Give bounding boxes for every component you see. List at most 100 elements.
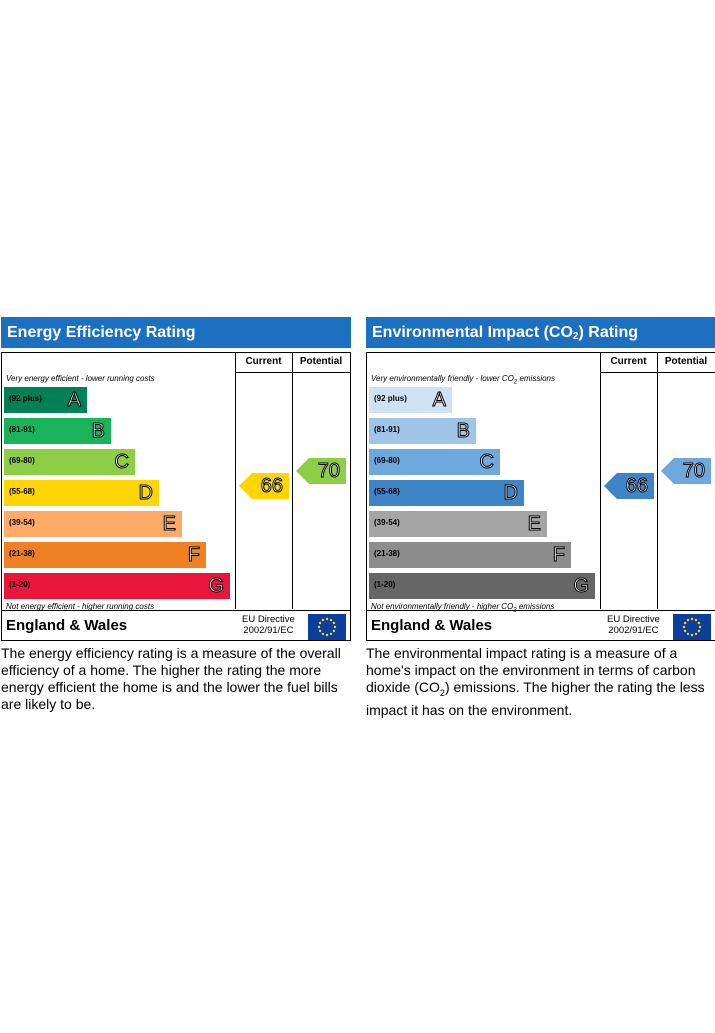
- environmental-impact-panel: Environmental Impact (CO2) Rating Curren…: [366, 317, 715, 719]
- current-rating-value: 66: [260, 475, 283, 498]
- band-letter: B: [456, 420, 470, 443]
- band-range: (55-68): [374, 487, 400, 496]
- band-range: (1-20): [374, 580, 396, 589]
- energy-efficiency-panel: Energy Efficiency Rating Current Potenti…: [1, 317, 351, 713]
- arrow-shape: [296, 458, 346, 484]
- eu-star: [317, 625, 321, 629]
- band-range: (1-20): [9, 580, 31, 589]
- eu-star: [694, 618, 698, 622]
- potential-rating-value: 70: [682, 460, 705, 483]
- bottom-note: Not environmentally friendly - higher CO…: [371, 602, 554, 614]
- energy-description: The energy efficiency rating is a measur…: [1, 645, 341, 712]
- top-note: Very environmentally friendly - lower CO…: [371, 374, 555, 386]
- directive-line-2: 2002/91/EC: [608, 625, 659, 636]
- band-letter: G: [208, 575, 225, 598]
- eu-star: [333, 625, 337, 629]
- eu-star: [690, 617, 694, 621]
- band-range: (92 plus): [374, 394, 407, 403]
- eu-star: [682, 625, 686, 629]
- band-letter: C: [479, 451, 494, 474]
- band-range: (92 plus): [9, 394, 42, 403]
- note-part: Very environmentally friendly - lower CO: [371, 374, 514, 383]
- eu-star: [332, 629, 336, 633]
- energy-panel-title: Energy Efficiency Rating: [1, 317, 351, 348]
- eu-star: [321, 618, 325, 622]
- eu-star: [332, 621, 336, 625]
- potential-column-header: Potential: [299, 356, 343, 367]
- top-note: Very energy efficient - lower running co…: [6, 374, 155, 383]
- band-e: (39-54) E: [4, 511, 182, 537]
- eu-star: [697, 629, 701, 633]
- band-range: (81-91): [374, 425, 400, 434]
- band-letter: A: [67, 389, 81, 412]
- arrow-shape: [604, 473, 654, 499]
- eu-star: [690, 633, 694, 637]
- note-subscript: 2: [513, 379, 518, 386]
- arrow-shape: [239, 473, 289, 499]
- eu-flag-icon: [673, 614, 711, 640]
- band-a: (92 plus) A: [369, 387, 452, 413]
- band-letter: F: [552, 544, 565, 567]
- eu-directive: EU Directive 2002/91/EC: [607, 614, 660, 636]
- description-part: The environmental impact rating is a mea…: [366, 645, 696, 695]
- directive-line-1: EU Directive: [242, 614, 295, 625]
- band-letter: C: [114, 451, 129, 474]
- region-label: England & Wales: [371, 617, 493, 634]
- note-part: emissions: [516, 602, 555, 611]
- band-b: (81-91) B: [4, 418, 111, 444]
- eu-star: [321, 632, 325, 636]
- column-header-divider: [600, 372, 715, 373]
- title-subscript: 2: [572, 331, 579, 342]
- note-part: Not environmentally friendly - higher CO: [371, 602, 514, 611]
- band-d: (55-68) D: [369, 480, 524, 506]
- band-e: (39-54) E: [369, 511, 547, 537]
- eu-star: [325, 617, 329, 621]
- band-g: (1-20) G: [369, 573, 595, 599]
- potential-rating-arrow: 70: [296, 458, 346, 484]
- potential-rating-arrow: 70: [661, 458, 711, 484]
- band-range: (21-38): [9, 549, 35, 558]
- eu-star: [325, 633, 329, 637]
- band-letter: D: [138, 482, 153, 505]
- eu-star: [698, 625, 702, 629]
- eu-star: [694, 632, 698, 636]
- title-part: ) Rating: [578, 324, 639, 341]
- band-c: (69-80) C: [369, 449, 500, 475]
- band-c: (69-80) C: [4, 449, 135, 475]
- band-range: (81-91): [9, 425, 35, 434]
- current-column-header: Current: [245, 356, 282, 367]
- environmental-description: The environmental impact rating is a mea…: [366, 645, 715, 719]
- current-column-divider: [235, 353, 236, 609]
- band-letter: E: [162, 513, 176, 536]
- band-f: (21-38) F: [369, 542, 571, 568]
- potential-column-header: Potential: [664, 356, 708, 367]
- environmental-panel-title: Environmental Impact (CO2) Rating: [366, 317, 715, 348]
- band-letter: D: [503, 482, 518, 505]
- potential-rating-value: 70: [317, 460, 340, 483]
- eu-star: [697, 621, 701, 625]
- band-b: (81-91) B: [369, 418, 476, 444]
- eu-directive: EU Directive 2002/91/EC: [242, 614, 295, 636]
- eu-flag-icon: [308, 614, 346, 640]
- note-subscript: 2: [513, 607, 517, 614]
- eu-star: [683, 621, 687, 625]
- eu-star: [329, 632, 333, 636]
- band-a: (92 plus) A: [4, 387, 87, 413]
- footer-divider: [367, 610, 715, 611]
- description-part: ) emissions. The higher the rating the l…: [366, 679, 705, 718]
- band-letter: F: [187, 544, 200, 567]
- eu-star: [329, 618, 333, 622]
- eu-star: [318, 621, 322, 625]
- directive-line-2: 2002/91/EC: [243, 625, 294, 636]
- band-f: (21-38) F: [4, 542, 206, 568]
- current-rating-arrow: 66: [604, 473, 654, 499]
- band-range: (69-80): [374, 456, 400, 465]
- current-column-divider: [600, 353, 601, 609]
- directive-line-1: EU Directive: [607, 614, 660, 625]
- band-range: (39-54): [9, 518, 35, 527]
- band-d: (55-68) D: [4, 480, 159, 506]
- current-rating-value: 66: [625, 475, 648, 498]
- potential-column-divider: [292, 353, 293, 609]
- band-range: (69-80): [9, 456, 35, 465]
- band-letter: E: [527, 513, 541, 536]
